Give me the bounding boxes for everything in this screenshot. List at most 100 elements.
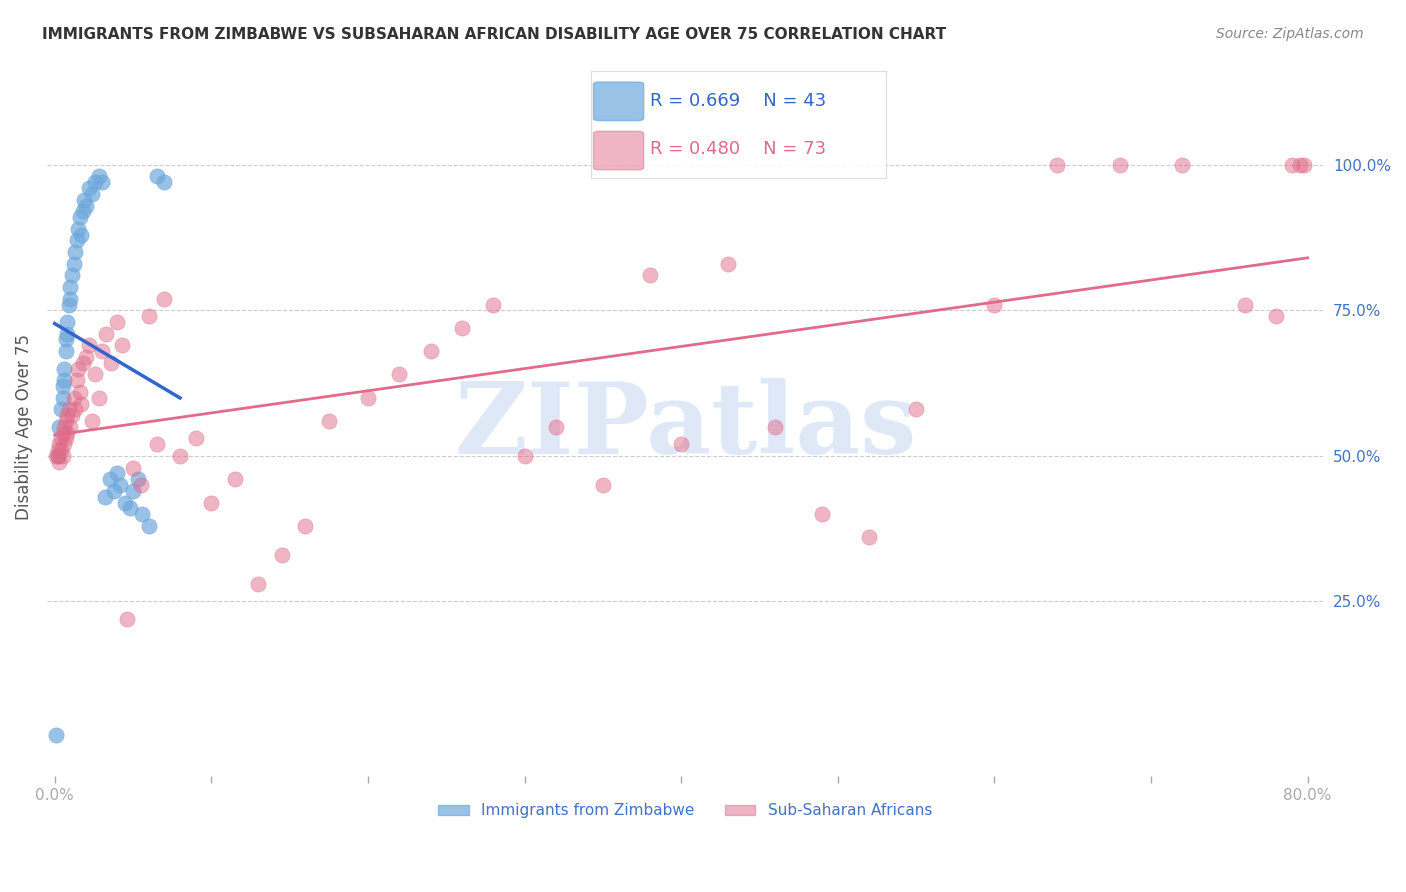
Point: [55, 333, 77, 347]
Text: R = 0.669    N = 43: R = 0.669 N = 43: [650, 93, 825, 111]
Point: [56, 408, 79, 422]
Point: [638, 268, 661, 283]
Point: [70, 227, 93, 242]
Point: [60, 408, 83, 422]
Point: [105, 467, 128, 481]
Point: [49, 443, 72, 458]
Point: [388, 368, 411, 382]
Y-axis label: Disability Age Over 75: Disability Age Over 75: [15, 334, 32, 520]
Legend: Immigrants from Zimbabwe, Sub-Saharan Africans: Immigrants from Zimbabwe, Sub-Saharan Af…: [432, 797, 938, 824]
Point: [66, 234, 89, 248]
Point: [45, 449, 67, 463]
Point: [122, 460, 145, 475]
Point: [122, 483, 145, 498]
Point: [84, 368, 107, 382]
Text: ZIPatlas: ZIPatlas: [454, 378, 917, 475]
Point: [294, 518, 316, 533]
Point: [66, 373, 89, 387]
Point: [46, 449, 69, 463]
Point: [87, 391, 110, 405]
Point: [55, 414, 77, 428]
Point: [77, 338, 100, 352]
Point: [84, 175, 107, 189]
Point: [72, 204, 94, 219]
FancyBboxPatch shape: [593, 82, 644, 120]
Point: [53, 437, 76, 451]
Point: [58, 402, 80, 417]
Point: [858, 531, 880, 545]
Text: R = 0.480    N = 73: R = 0.480 N = 73: [650, 141, 825, 159]
Point: [138, 518, 160, 533]
Point: [138, 309, 160, 323]
Point: [75, 198, 97, 212]
Point: [544, 419, 567, 434]
Point: [55, 432, 77, 446]
Point: [94, 490, 117, 504]
Point: [67, 361, 90, 376]
Point: [103, 483, 125, 498]
Point: [45, 728, 67, 742]
Point: [592, 478, 614, 492]
Point: [451, 321, 474, 335]
Point: [69, 384, 91, 399]
Point: [763, 419, 786, 434]
Point: [270, 548, 292, 562]
Point: [1171, 158, 1194, 172]
Point: [110, 478, 132, 492]
Point: [1046, 158, 1069, 172]
Point: [62, 391, 84, 405]
Point: [115, 612, 138, 626]
Point: [56, 425, 79, 440]
Text: IMMIGRANTS FROM ZIMBABWE VS SUBSAHARAN AFRICAN DISABILITY AGE OVER 75 CORRELATIO: IMMIGRANTS FROM ZIMBABWE VS SUBSAHARAN A…: [42, 27, 946, 42]
Point: [200, 495, 222, 509]
Point: [56, 315, 79, 329]
Point: [73, 193, 96, 207]
Point: [51, 449, 73, 463]
Point: [1233, 297, 1256, 311]
Point: [67, 222, 90, 236]
Point: [419, 344, 441, 359]
Point: [55, 344, 77, 359]
Point: [90, 175, 112, 189]
FancyBboxPatch shape: [593, 131, 644, 169]
Point: [48, 419, 70, 434]
Point: [1281, 158, 1303, 172]
Point: [53, 361, 76, 376]
Point: [145, 169, 167, 184]
Point: [905, 402, 928, 417]
Point: [247, 577, 270, 591]
Point: [145, 437, 167, 451]
Point: [46, 449, 69, 463]
Point: [60, 268, 83, 283]
Point: [811, 507, 834, 521]
Point: [169, 449, 191, 463]
Point: [58, 297, 80, 311]
Point: [111, 338, 134, 352]
Point: [46, 443, 69, 458]
Point: [1265, 309, 1288, 323]
Point: [513, 449, 536, 463]
Point: [1108, 158, 1130, 172]
Point: [56, 326, 79, 341]
Point: [482, 297, 505, 311]
Point: [318, 414, 340, 428]
Point: [59, 292, 82, 306]
Point: [63, 402, 86, 417]
Point: [153, 292, 176, 306]
Point: [118, 501, 141, 516]
Point: [717, 257, 740, 271]
Point: [96, 326, 118, 341]
Point: [82, 414, 104, 428]
Point: [49, 402, 72, 417]
Point: [357, 391, 380, 405]
Point: [224, 472, 246, 486]
Point: [48, 455, 70, 469]
Point: [983, 297, 1005, 311]
Point: [53, 419, 76, 434]
Point: [48, 437, 70, 451]
Point: [1294, 158, 1316, 172]
Point: [51, 379, 73, 393]
Point: [75, 350, 97, 364]
Point: [63, 245, 86, 260]
Point: [100, 356, 122, 370]
